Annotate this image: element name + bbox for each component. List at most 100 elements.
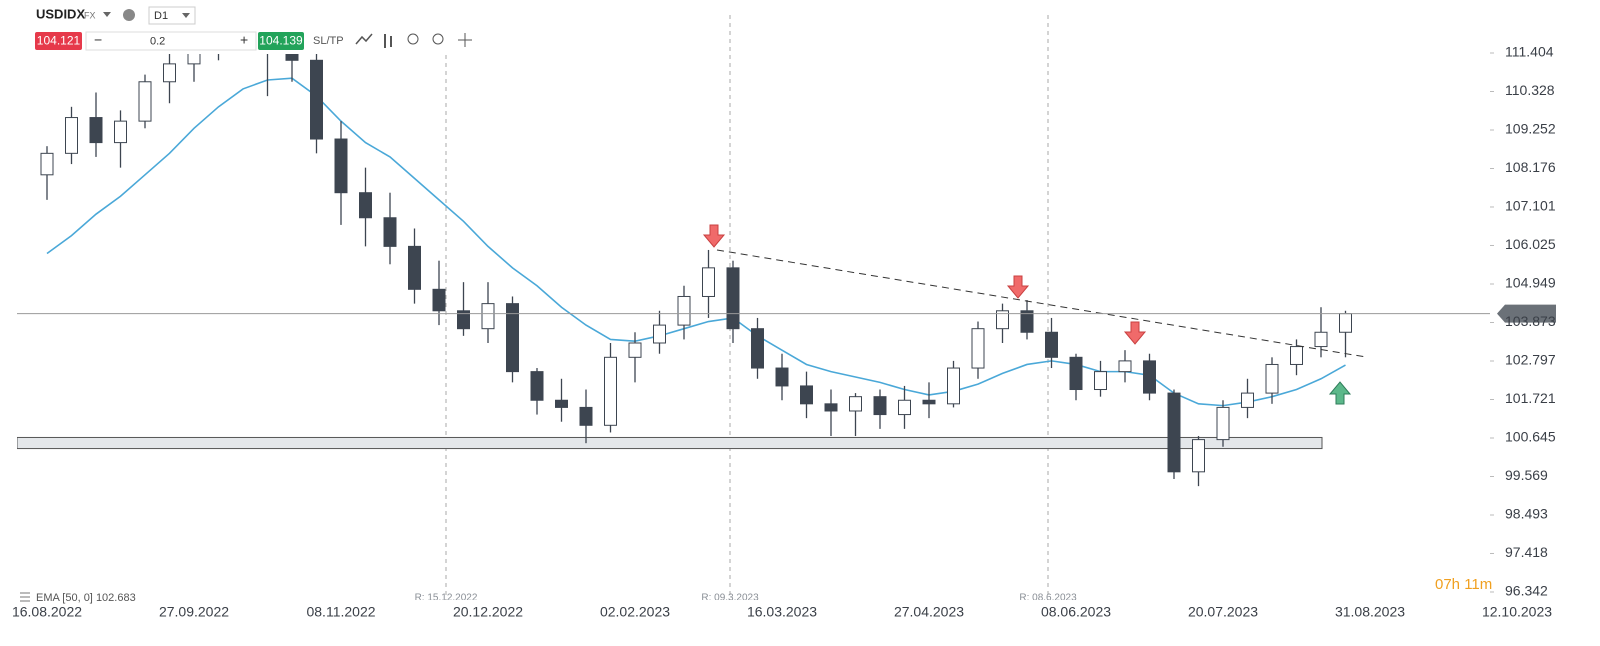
symbol: USDIDX (36, 6, 85, 21)
candle-body (138, 81, 152, 122)
candle-body (1290, 346, 1303, 365)
y-tick-label: 99.569 (1505, 467, 1548, 483)
sell-price: 104.121 (37, 34, 81, 48)
candle-body (873, 396, 887, 416)
candle-body (530, 371, 544, 401)
buy-button[interactable] (258, 32, 304, 50)
candle-body (604, 356, 617, 426)
zoom-out-icon[interactable] (407, 33, 419, 45)
x-tick-label: 20.12.2022 (453, 604, 523, 620)
sell-arrow (1123, 321, 1147, 345)
plus[interactable]: + (240, 32, 248, 48)
y-tick-label: 101.721 (1505, 390, 1556, 406)
candle-body (824, 403, 838, 412)
y-tick-label: 108.176 (1505, 159, 1556, 175)
dropdown-caret[interactable] (103, 12, 111, 17)
candle-body (702, 267, 715, 297)
candle-body (1216, 406, 1230, 441)
y-tick-label: 96.342 (1505, 583, 1548, 599)
interval-select[interactable] (148, 6, 196, 25)
x-tick-label: 16.03.2023 (747, 604, 817, 620)
candle-body (653, 324, 666, 344)
price-flag (1497, 304, 1556, 323)
candle-body (775, 367, 789, 387)
y-tick-label: 107.101 (1505, 198, 1556, 214)
y-tick-label: 111.404 (1505, 44, 1554, 60)
support-zone (17, 436, 1323, 450)
sell-arrow (702, 224, 726, 248)
rollover-label: R: 09.3.2023 (701, 593, 759, 604)
candle-body (996, 310, 1009, 330)
candle-body (1167, 392, 1181, 473)
x-tick-label: 08.06.2023 (1041, 604, 1111, 620)
y-tick-label: 100.645 (1505, 429, 1556, 445)
candle-body (89, 117, 103, 144)
x-tick-label: 16.08.2022 (12, 604, 82, 620)
zoom-in-icon[interactable] (432, 33, 444, 45)
candle-body (898, 399, 911, 416)
candle-body (1069, 356, 1083, 391)
x-tick-label: 27.04.2023 (894, 604, 964, 620)
candle-body (1118, 360, 1132, 373)
x-tick-label: 12.10.2023 (1482, 604, 1552, 620)
candle-body (1314, 331, 1328, 348)
volume-input[interactable] (85, 31, 257, 51)
x-tick-label: 20.07.2023 (1188, 604, 1258, 620)
candle-body (922, 399, 936, 405)
rollover-label: R: 15.12.2022 (415, 593, 478, 604)
x-tick-label: 08.11.2022 (306, 604, 375, 620)
trendline (716, 249, 1369, 358)
candle-body (947, 367, 960, 405)
candle-body (555, 399, 568, 408)
candle-body (1265, 363, 1279, 394)
candle-body (751, 328, 764, 369)
candle-body (432, 288, 446, 312)
candle-body (849, 396, 862, 412)
line-tool-icon[interactable] (355, 33, 373, 45)
y-tick-label: 104.949 (1505, 275, 1556, 291)
x-tick-label: 02.02.2023 (600, 604, 670, 620)
sell-arrow (1006, 275, 1030, 299)
candle-body (65, 117, 78, 154)
candle-body (726, 267, 740, 330)
y-tick-label: 97.418 (1505, 544, 1548, 560)
candle-body (1192, 439, 1205, 473)
candle-body (1020, 310, 1034, 333)
rollover-label: R: 08.6.2023 (1019, 593, 1077, 604)
candle-tool-icon[interactable] (384, 34, 392, 48)
candle-body (1339, 313, 1352, 333)
move-icon[interactable] (458, 33, 472, 47)
interval-caret (182, 13, 190, 18)
x-tick-label: 27.09.2022 (159, 604, 229, 620)
y-tick-label: 98.493 (1505, 506, 1548, 522)
candle-body (1094, 371, 1107, 391)
candle-body (800, 385, 813, 405)
y-tick-label: 110.328 (1505, 82, 1555, 98)
market: FX (84, 10, 96, 20)
candle-body (1241, 392, 1254, 408)
candle-body (506, 303, 519, 373)
ema-name: EMA [50, 0] (36, 592, 93, 604)
candle-body (481, 303, 495, 330)
ema-value: 102.683 (96, 592, 136, 604)
candle-body (408, 245, 421, 290)
sell-button[interactable] (35, 32, 82, 50)
minus[interactable]: − (94, 32, 102, 48)
candle-body (163, 63, 176, 83)
y-tick-label: 109.252 (1505, 121, 1556, 137)
legend-icon[interactable] (20, 592, 30, 602)
candle-body (114, 120, 127, 144)
buy-price: 104.139 (259, 34, 303, 48)
indicator-legend: EMA [50, 0] 102.683 (36, 592, 136, 604)
info-icon[interactable] (123, 9, 135, 21)
candle-body (383, 217, 397, 247)
sltp[interactable]: SL/TP (313, 35, 344, 47)
ema-line (46, 77, 1346, 407)
candle-body (579, 406, 593, 426)
candle-body (677, 295, 691, 326)
buy-arrow (1328, 381, 1352, 405)
candle-body (971, 328, 985, 369)
y-tick-label: 106.025 (1505, 236, 1556, 252)
